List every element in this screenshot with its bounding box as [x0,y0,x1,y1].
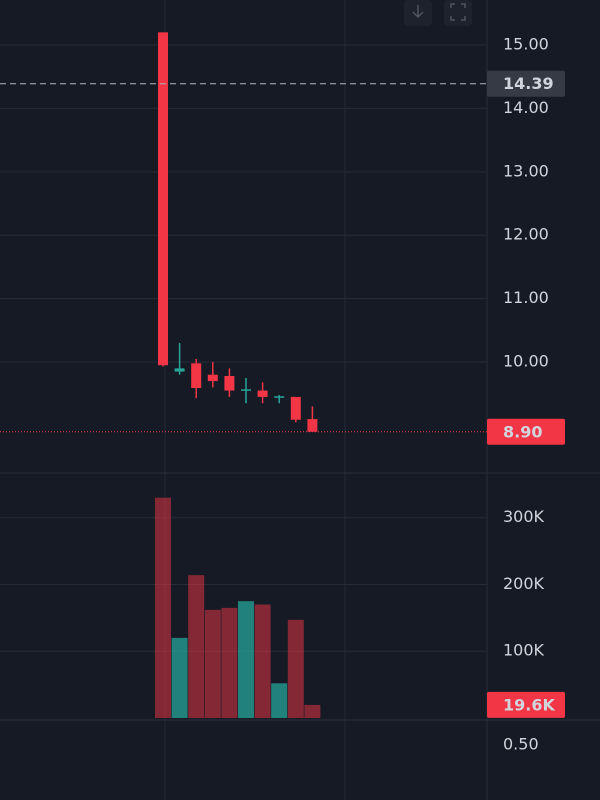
candle-body [241,389,251,391]
y-tick-label: 13.00 [503,161,549,180]
y-tick-label: 0.50 [503,735,539,754]
y-tick-label: 12.00 [503,225,549,244]
y-tick-label: 300K [503,507,545,526]
candle-body [257,390,268,397]
volume-bar [171,637,188,718]
candle-body [207,374,218,382]
y-tick-label: 15.00 [503,35,549,54]
candle-body [158,32,168,366]
volume-bar [238,601,254,718]
y-tick-label: 200K [503,574,545,593]
candle-body [224,375,235,391]
price-label: 14.39 [503,74,554,93]
price-label-box [487,418,565,445]
volume-bar [254,604,271,718]
volume-bar [287,619,304,718]
price-label-box [487,691,565,718]
price-label: 19.6K [503,695,555,714]
volume-bar [155,497,171,718]
candle-body [290,396,301,420]
candle-body [174,368,185,372]
fullscreen-button[interactable] [444,0,472,26]
candle-body [191,363,202,389]
y-tick-label: 10.00 [503,352,549,371]
volume-bar [188,575,205,718]
candle-body [274,396,285,398]
volume-bar [204,609,221,718]
volume-bar [304,704,321,718]
volume-bar [271,683,288,718]
download-button[interactable] [404,0,432,26]
y-tick-label: 11.00 [503,288,549,307]
price-label-box [487,70,565,97]
volume-bar [221,607,238,718]
y-tick-label: 14.00 [503,98,549,117]
y-tick-label: 100K [503,641,545,660]
price-label: 8.90 [503,422,542,441]
candle-body [307,419,318,432]
